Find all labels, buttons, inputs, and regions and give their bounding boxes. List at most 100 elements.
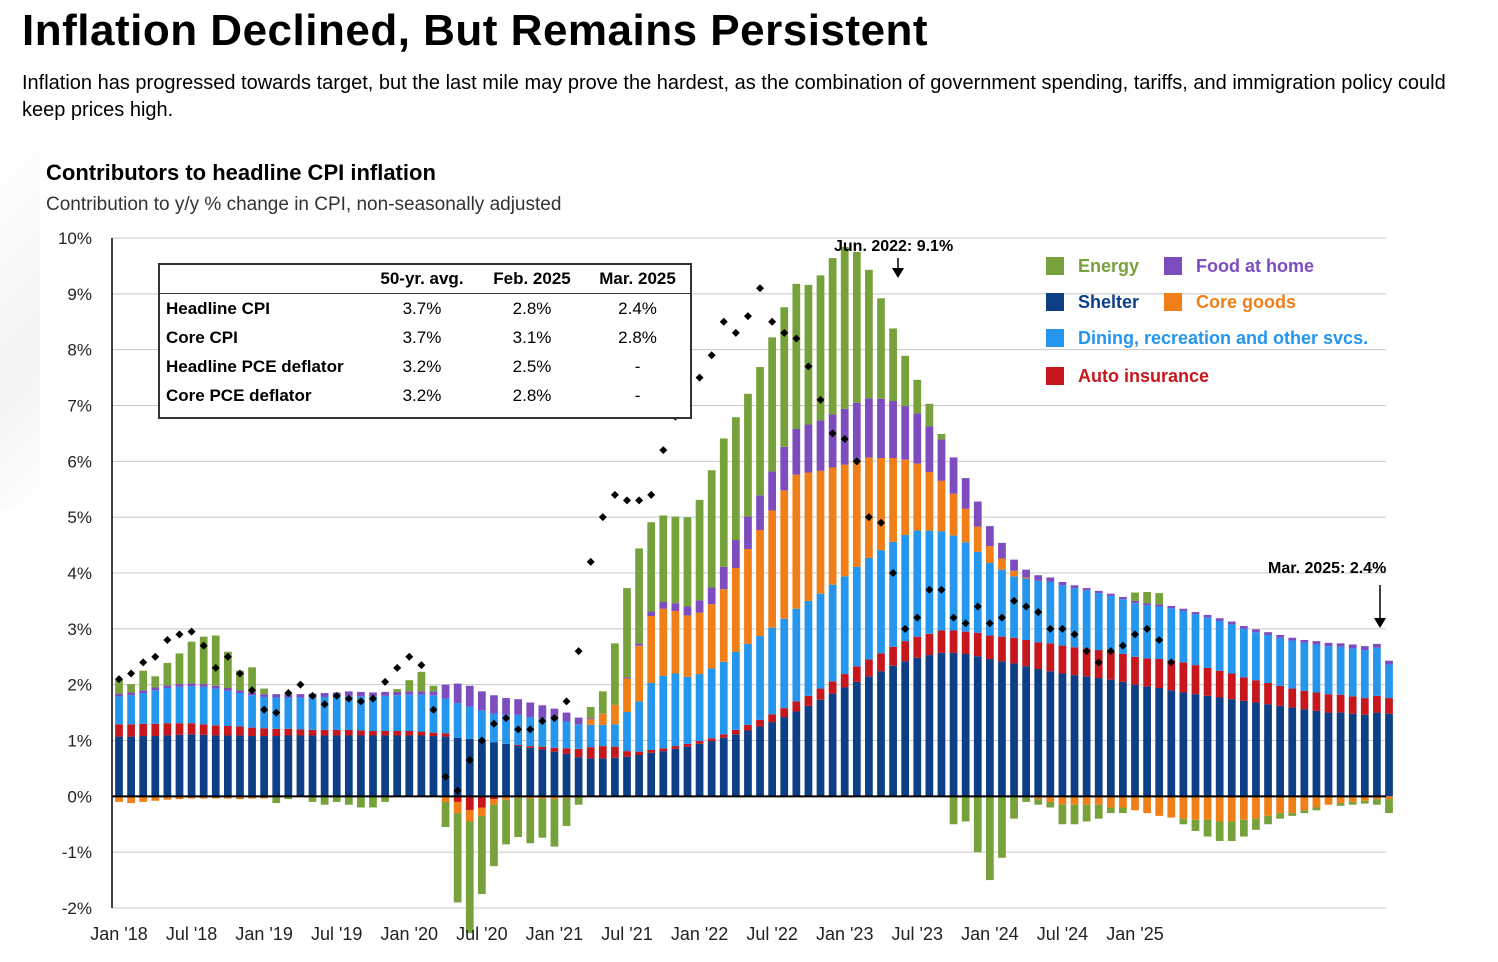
bar-energy	[1034, 799, 1043, 805]
bar-shelter	[139, 736, 148, 797]
bar-shelter	[768, 722, 777, 797]
bar-services	[586, 724, 595, 748]
bar-services	[429, 695, 438, 733]
bar-food	[199, 684, 208, 687]
bar-food	[1143, 603, 1151, 606]
bar-services	[744, 643, 752, 725]
bar-auto	[441, 733, 450, 737]
headline-cpi-marker	[115, 675, 123, 684]
bar-shelter	[1119, 681, 1127, 797]
bar-food	[828, 414, 837, 468]
bar-shelter	[284, 735, 293, 797]
x-tick-label: Jan '21	[526, 924, 583, 944]
stats-cell: -	[634, 386, 641, 405]
bar-auto	[816, 688, 825, 700]
bar-shelter	[647, 752, 656, 797]
bar-services	[1191, 614, 1200, 666]
bar-food	[1373, 643, 1381, 648]
bar-services	[115, 696, 123, 725]
bar-food	[768, 471, 777, 511]
bar-shelter	[804, 705, 813, 797]
bar-shelter	[175, 734, 184, 797]
bar-shelter	[961, 653, 970, 797]
x-tick-label: Jul '20	[456, 924, 507, 944]
bar-shelter	[586, 758, 595, 797]
bar-auto	[877, 653, 885, 672]
bar-core-goods	[840, 464, 849, 577]
bar-shelter	[816, 699, 825, 797]
bar-food	[1119, 597, 1127, 600]
bar-core-goods	[1106, 796, 1115, 808]
bar-energy	[949, 796, 958, 825]
bar-food	[1252, 629, 1260, 633]
headline-cpi-marker	[1143, 624, 1152, 633]
bar-food	[1348, 644, 1357, 649]
bar-shelter	[344, 735, 353, 797]
bar-shelter	[840, 687, 849, 797]
bar-shelter	[115, 736, 123, 797]
bar-food	[1010, 559, 1018, 571]
bar-core-goods	[998, 558, 1006, 570]
bar-energy	[562, 798, 571, 826]
bar-services	[223, 690, 232, 726]
bar-core-goods	[985, 546, 994, 563]
headline-cpi-marker	[719, 317, 728, 326]
bar-services	[1300, 642, 1309, 691]
bar-core-goods	[961, 508, 970, 543]
bar-auto	[344, 729, 353, 736]
bar-shelter	[1082, 676, 1091, 797]
bar-food	[465, 685, 474, 707]
stats-cell: 2.8%	[512, 386, 552, 405]
bar-food	[1131, 600, 1139, 604]
headline-cpi-marker	[1131, 630, 1139, 639]
bar-auto	[756, 719, 764, 727]
bar-shelter	[1276, 705, 1285, 797]
bar-services	[961, 542, 970, 632]
bar-food	[1106, 593, 1115, 596]
bar-services	[562, 721, 571, 749]
bar-auto	[369, 731, 377, 736]
bar-services	[502, 714, 510, 744]
bar-food	[719, 566, 728, 590]
headline-cpi-marker	[332, 691, 341, 700]
bar-energy	[526, 798, 535, 844]
headline-cpi-marker	[707, 351, 716, 360]
bar-energy	[865, 269, 873, 399]
bar-core-goods	[949, 493, 958, 536]
bar-energy	[1106, 807, 1115, 814]
bar-energy	[659, 515, 668, 603]
bar-shelter	[417, 735, 426, 797]
bar-auto	[562, 748, 571, 754]
bar-food	[852, 402, 861, 461]
bar-food	[526, 702, 535, 718]
headline-cpi-marker	[973, 602, 982, 611]
bar-energy	[768, 337, 777, 472]
bar-core-goods	[804, 472, 813, 601]
bar-energy	[1252, 818, 1260, 830]
headline-cpi-marker	[756, 284, 765, 293]
bar-shelter	[477, 740, 486, 797]
bar-food	[985, 526, 994, 547]
bar-food	[1239, 626, 1248, 629]
stats-row-core-pce: Core PCE deflator 3.2% 2.8% -	[160, 381, 690, 410]
bar-shelter	[441, 736, 450, 797]
bar-shelter	[381, 735, 389, 797]
bar-services	[756, 636, 764, 720]
bar-energy	[344, 796, 353, 805]
headline-cpi-marker	[489, 719, 498, 728]
bar-auto	[393, 731, 402, 736]
bar-energy	[985, 796, 994, 881]
bar-auto	[1070, 647, 1079, 676]
headline-cpi-marker	[223, 652, 232, 661]
bar-shelter	[756, 726, 764, 797]
bar-energy	[1203, 819, 1212, 837]
bar-core-goods	[1252, 796, 1260, 819]
bar-food	[296, 694, 305, 698]
bar-energy	[816, 275, 825, 421]
headline-cpi-marker	[1155, 636, 1164, 644]
bar-services	[768, 627, 777, 715]
headline-cpi-marker	[743, 312, 752, 321]
bar-energy	[671, 516, 680, 604]
stats-row-core-cpi: Core CPI 3.7% 3.1% 2.8%	[160, 323, 690, 352]
bar-energy	[211, 635, 220, 686]
